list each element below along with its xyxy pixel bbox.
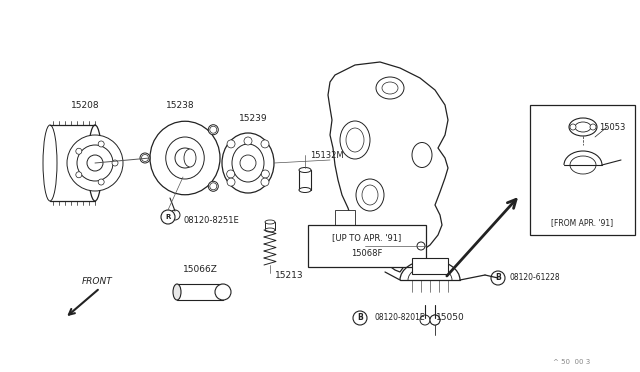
Text: 15132M: 15132M [310,151,344,160]
Bar [177,284,223,300]
Ellipse shape [570,156,596,174]
Circle shape [420,315,430,325]
Ellipse shape [140,153,150,163]
Circle shape [210,183,217,190]
Text: 08120-61228: 08120-61228 [510,273,561,282]
Ellipse shape [215,284,231,300]
Ellipse shape [299,187,311,192]
Text: 15053: 15053 [598,122,625,131]
Circle shape [161,210,175,224]
Circle shape [430,315,440,325]
Ellipse shape [575,122,591,132]
Ellipse shape [184,149,196,167]
Circle shape [112,160,118,166]
Circle shape [87,155,103,171]
Text: B: B [495,273,501,282]
Bar [530,105,635,235]
Circle shape [76,172,82,178]
Ellipse shape [173,284,181,300]
Ellipse shape [222,133,274,193]
Ellipse shape [346,128,364,152]
Text: [UP TO APR. '91]: [UP TO APR. '91] [332,234,402,243]
Ellipse shape [265,228,275,232]
Circle shape [430,315,440,325]
Text: 08120-8251E: 08120-8251E [183,215,239,224]
Text: 15213: 15213 [275,270,303,279]
Ellipse shape [232,144,264,182]
Circle shape [353,311,367,325]
Circle shape [67,135,123,191]
Circle shape [240,155,256,171]
Ellipse shape [384,236,406,254]
Circle shape [261,170,269,178]
Circle shape [175,148,195,168]
Text: 15208: 15208 [70,100,99,109]
Text: 08120-8201E: 08120-8201E [375,314,426,323]
Text: 15050: 15050 [436,314,465,323]
Bar [299,170,311,190]
Circle shape [491,271,505,285]
Bar [308,225,426,267]
Circle shape [227,178,235,186]
Polygon shape [328,62,448,272]
Ellipse shape [265,220,275,224]
Circle shape [210,126,217,133]
Text: 15238: 15238 [166,100,195,109]
Ellipse shape [208,181,218,191]
Ellipse shape [43,125,57,201]
Ellipse shape [340,121,370,159]
Ellipse shape [299,167,311,173]
Ellipse shape [208,125,218,135]
Ellipse shape [150,121,220,195]
Text: [FROM APR. '91]: [FROM APR. '91] [552,218,614,228]
Text: 15066Z: 15066Z [182,266,218,275]
Text: 15239: 15239 [239,113,268,122]
Circle shape [77,145,113,181]
Circle shape [227,170,235,178]
Circle shape [417,242,425,250]
Ellipse shape [376,77,404,99]
Circle shape [244,137,252,145]
Bar [265,222,275,230]
Text: R: R [165,214,171,220]
Ellipse shape [412,142,432,167]
Text: B: B [357,314,363,323]
Ellipse shape [166,137,204,179]
Circle shape [98,141,104,147]
Text: ^ 50  00 3: ^ 50 00 3 [553,359,590,365]
Ellipse shape [382,82,398,94]
Circle shape [590,124,596,130]
Circle shape [570,124,576,130]
Bar [335,210,355,225]
Circle shape [227,140,235,148]
Circle shape [261,178,269,186]
Circle shape [76,148,82,154]
Ellipse shape [356,179,384,211]
Bar [412,258,448,274]
Ellipse shape [362,185,378,205]
Text: FRONT: FRONT [82,278,113,286]
Ellipse shape [88,125,102,201]
Text: 15068F: 15068F [351,248,383,257]
Ellipse shape [569,118,597,136]
Circle shape [261,140,269,148]
Circle shape [170,210,180,220]
Circle shape [98,179,104,185]
Circle shape [141,154,148,161]
